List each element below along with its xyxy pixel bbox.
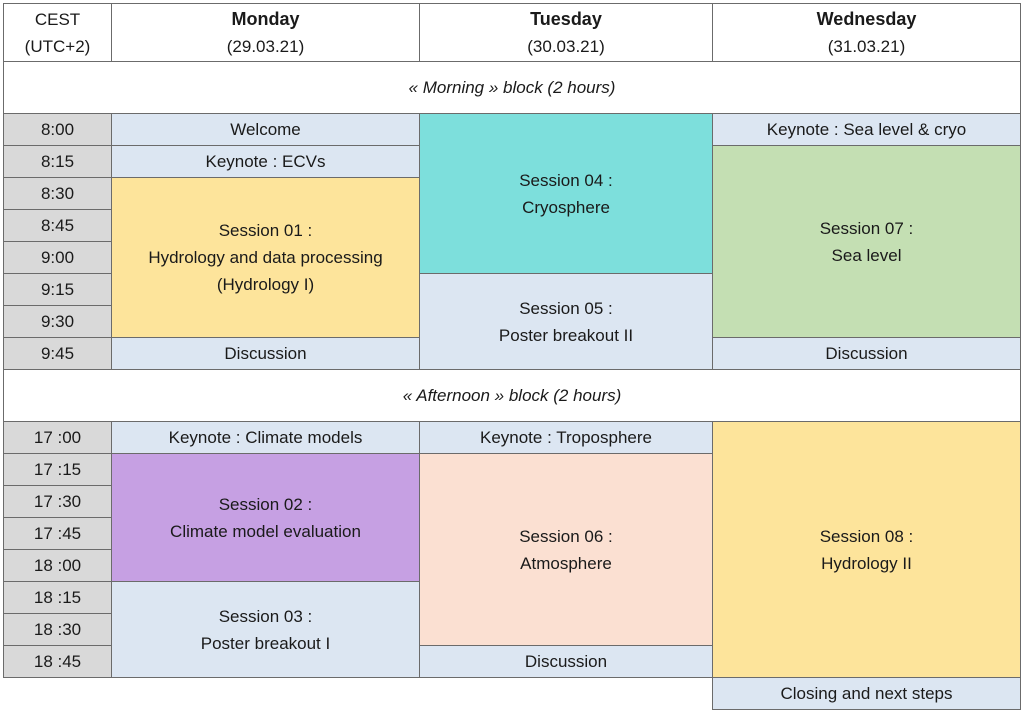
day-header-wednesday: Wednesday (31.03.21) xyxy=(712,3,1021,62)
time-cell: 9:45 xyxy=(3,337,112,370)
day-date: (30.03.21) xyxy=(527,36,605,56)
timezone-label: CEST xyxy=(34,9,81,29)
session-topic: Hydrology II xyxy=(821,553,912,573)
morning-block-label: « Morning » block (2 hours) xyxy=(408,78,616,97)
time-cell: 17 :00 xyxy=(3,421,112,454)
session-title: Session 01 : xyxy=(218,221,313,240)
timezone-header: CEST (UTC+2) xyxy=(3,3,112,62)
session-02: Session 02 : Climate model evaluation xyxy=(111,453,420,582)
session-01: Session 01 : Hydrology and data processi… xyxy=(111,177,420,338)
closing-and-next-steps: Closing and next steps xyxy=(712,677,1021,710)
afternoon-block-label: « Afternoon » block (2 hours) xyxy=(402,386,622,405)
time-cell: 8:15 xyxy=(3,145,112,178)
time-cell: 8:30 xyxy=(3,177,112,210)
session-topic: Poster breakout II xyxy=(498,325,634,345)
session-topic: Hydrology and data processing xyxy=(148,248,383,267)
day-name: Wednesday xyxy=(816,8,917,29)
session-07: Session 07 : Sea level xyxy=(712,145,1021,338)
day-date: (29.03.21) xyxy=(226,36,305,56)
session-08: Session 08 : Hydrology II xyxy=(712,421,1021,678)
wednesday-keynote-sea-level: Keynote : Sea level & cryo xyxy=(712,113,1021,146)
wednesday-discussion: Discussion xyxy=(712,337,1021,370)
session-topic: Climate model evaluation xyxy=(170,521,361,541)
session-subtopic: (Hydrology I) xyxy=(216,275,315,294)
time-cell: 18 :30 xyxy=(3,613,112,646)
session-topic: Atmosphere xyxy=(520,553,612,573)
time-cell: 8:00 xyxy=(3,113,112,146)
session-05: Session 05 : Poster breakout II xyxy=(419,273,713,370)
session-title: Session 05 : xyxy=(519,298,613,318)
time-cell: 9:15 xyxy=(3,273,112,306)
day-date: (31.03.21) xyxy=(827,36,906,56)
time-cell: 18 :00 xyxy=(3,549,112,582)
time-cell: 18 :15 xyxy=(3,581,112,614)
monday-discussion: Discussion xyxy=(111,337,420,370)
time-cell: 17 :45 xyxy=(3,517,112,550)
session-03: Session 03 : Poster breakout I xyxy=(111,581,420,678)
time-cell: 8:45 xyxy=(3,209,112,242)
timezone-offset: (UTC+2) xyxy=(24,36,91,56)
session-topic: Sea level xyxy=(831,245,902,265)
day-header-tuesday: Tuesday (30.03.21) xyxy=(419,3,713,62)
day-name: Monday xyxy=(231,8,300,29)
morning-block-title: « Morning » block (2 hours) xyxy=(3,61,1021,114)
session-topic: Cryosphere xyxy=(522,197,610,217)
session-title: Session 08 : xyxy=(819,526,914,546)
time-cell: 9:00 xyxy=(3,241,112,274)
day-name: Tuesday xyxy=(530,8,602,29)
session-title: Session 02 : xyxy=(218,494,313,514)
monday-keynote-climate-models: Keynote : Climate models xyxy=(111,421,420,454)
session-04: Session 04 : Cryosphere xyxy=(419,113,713,274)
tuesday-discussion: Discussion xyxy=(419,645,713,678)
monday-welcome: Welcome xyxy=(111,113,420,146)
afternoon-block-title: « Afternoon » block (2 hours) xyxy=(3,369,1021,422)
session-topic: Poster breakout I xyxy=(200,633,331,653)
session-title: Session 06 : xyxy=(519,526,613,546)
tuesday-keynote-troposphere: Keynote : Troposphere xyxy=(419,421,713,454)
time-cell: 17 :30 xyxy=(3,485,112,518)
time-cell: 9:30 xyxy=(3,305,112,338)
time-cell: 17 :15 xyxy=(3,453,112,486)
session-title: Session 07 : xyxy=(819,218,914,238)
session-title: Session 04 : xyxy=(519,170,613,190)
day-header-monday: Monday (29.03.21) xyxy=(111,3,420,62)
monday-keynote-ecvs: Keynote : ECVs xyxy=(111,145,420,178)
session-06: Session 06 : Atmosphere xyxy=(419,453,713,646)
session-title: Session 03 : xyxy=(218,606,313,626)
time-cell: 18 :45 xyxy=(3,645,112,678)
